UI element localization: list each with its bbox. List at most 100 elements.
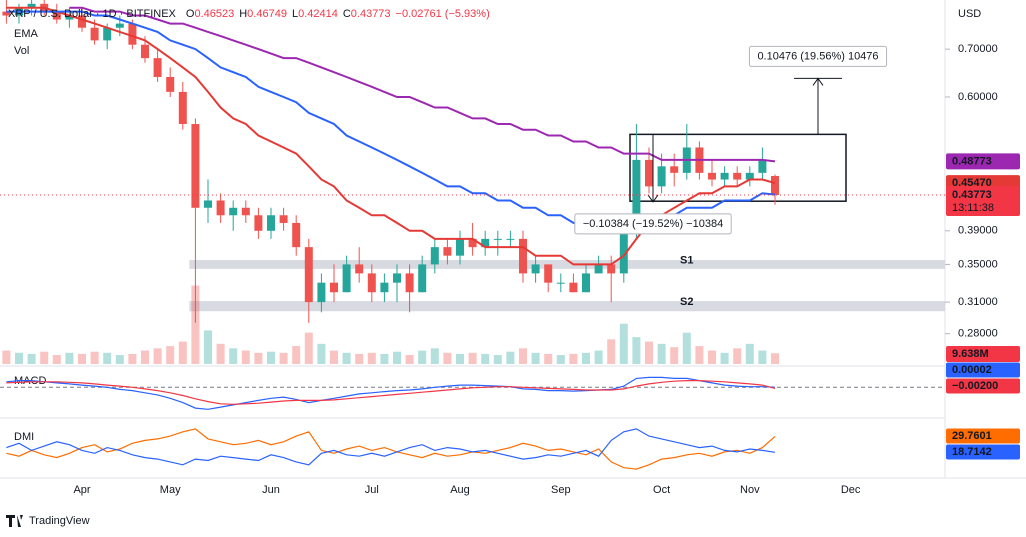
candle-body — [90, 27, 99, 41]
volume-bar — [380, 353, 389, 364]
volume-bar — [267, 351, 275, 364]
measure-arrowhead — [647, 194, 659, 203]
macd-value-label-box — [946, 362, 1020, 378]
brand-name: TradingView — [29, 515, 90, 527]
candle-body — [292, 222, 301, 248]
candle-body — [456, 238, 464, 256]
volume-bar — [481, 353, 490, 364]
volume-label: Vol — [14, 45, 29, 57]
volume-bar — [468, 352, 477, 364]
volume-bar — [430, 348, 439, 364]
candle-body — [569, 282, 578, 293]
volume-bar — [15, 352, 23, 364]
volume-bar — [682, 332, 691, 364]
last-price-label-box — [946, 185, 1020, 216]
support-zone — [189, 301, 945, 312]
x-tick-label: Dec — [841, 484, 861, 496]
macd-value-label-box — [946, 378, 1020, 394]
volume-bar — [191, 285, 200, 364]
candle-body — [771, 176, 779, 195]
candle-body — [330, 282, 338, 293]
ohlc-letter: L — [292, 8, 298, 20]
candle-body — [670, 166, 679, 173]
volume-bar — [531, 352, 540, 364]
indicator-label: EMA — [14, 28, 39, 40]
dmi-line — [6, 428, 776, 466]
volume-bar — [241, 350, 250, 364]
volume-bar — [304, 332, 313, 364]
ohlc-letter: O — [186, 8, 195, 20]
candle-body — [519, 238, 527, 274]
candle-body — [317, 282, 326, 303]
ohlc-value: 0.43773 — [351, 8, 391, 20]
candle-body — [279, 215, 288, 223]
volume-bar — [141, 350, 149, 364]
candle-body — [645, 159, 653, 187]
candle-body — [556, 282, 565, 284]
volume-bar — [229, 348, 238, 364]
candle-body — [178, 91, 187, 125]
candle-body — [241, 207, 250, 216]
dmi-value-label-box — [946, 428, 1020, 444]
candle-body — [204, 200, 212, 208]
x-tick-label: Jun — [262, 484, 280, 496]
ohlc-letter: H — [239, 8, 247, 20]
volume-bar — [506, 351, 515, 364]
candle-body — [52, 11, 61, 20]
volume-bar — [720, 352, 729, 364]
candle-body — [430, 247, 439, 265]
volume-bar — [355, 353, 364, 364]
volume-bar — [40, 351, 49, 364]
volume-bar — [645, 341, 653, 364]
candle-body — [103, 27, 112, 41]
support-zone — [189, 259, 945, 269]
volume-bar — [607, 339, 616, 364]
volume-bar — [733, 348, 742, 364]
volume-bar — [204, 330, 212, 364]
volume-value-label: 9.638M — [952, 348, 989, 360]
candle-body — [506, 238, 515, 240]
macd-line — [6, 380, 776, 405]
measure-label: −0.10384 (−19.52%) −10384 — [583, 218, 723, 230]
volume-bar — [569, 353, 578, 364]
x-tick-label: Sep — [551, 484, 571, 496]
last-price-label: 0.43773 — [952, 189, 992, 201]
candle-body — [720, 172, 729, 180]
candle-body — [493, 238, 502, 240]
volume-bar — [367, 352, 376, 364]
candle-body — [229, 207, 238, 216]
volume-bar — [330, 350, 338, 364]
candle-body — [153, 58, 162, 77]
dmi-label: DMI — [14, 431, 34, 443]
candle-body — [65, 15, 74, 20]
volume-bar — [393, 351, 401, 364]
candle-body — [342, 264, 351, 293]
countdown: 13:11:38 — [952, 202, 994, 214]
candle-body — [304, 247, 313, 303]
measure-label-box — [748, 45, 888, 67]
candle-body — [367, 273, 376, 293]
volume-bar — [670, 347, 679, 364]
candle-body — [733, 172, 742, 180]
volume-bar — [582, 352, 590, 364]
volume-bar — [2, 350, 11, 364]
volume-bar — [632, 337, 641, 364]
candle-body — [254, 215, 263, 231]
volume-bar — [418, 350, 427, 364]
candle-body — [758, 159, 767, 173]
x-tick-label: Oct — [653, 484, 670, 496]
dmi-value-label-box — [946, 444, 1020, 460]
candle-body — [191, 124, 200, 208]
candle-body — [166, 76, 175, 92]
macd-line — [6, 376, 776, 410]
volume-bar — [519, 348, 527, 364]
symbol: XRP / U.S. Dollar · 1D · BITFINEX — [8, 8, 177, 20]
y-tick-label: 0.60000 — [958, 91, 998, 103]
volume-bar — [758, 350, 767, 364]
volume-bar — [405, 355, 414, 364]
volume-bar — [745, 343, 754, 364]
volume-value-label-box — [946, 346, 1020, 362]
volume-bar — [216, 343, 225, 364]
candle-body — [443, 247, 452, 256]
